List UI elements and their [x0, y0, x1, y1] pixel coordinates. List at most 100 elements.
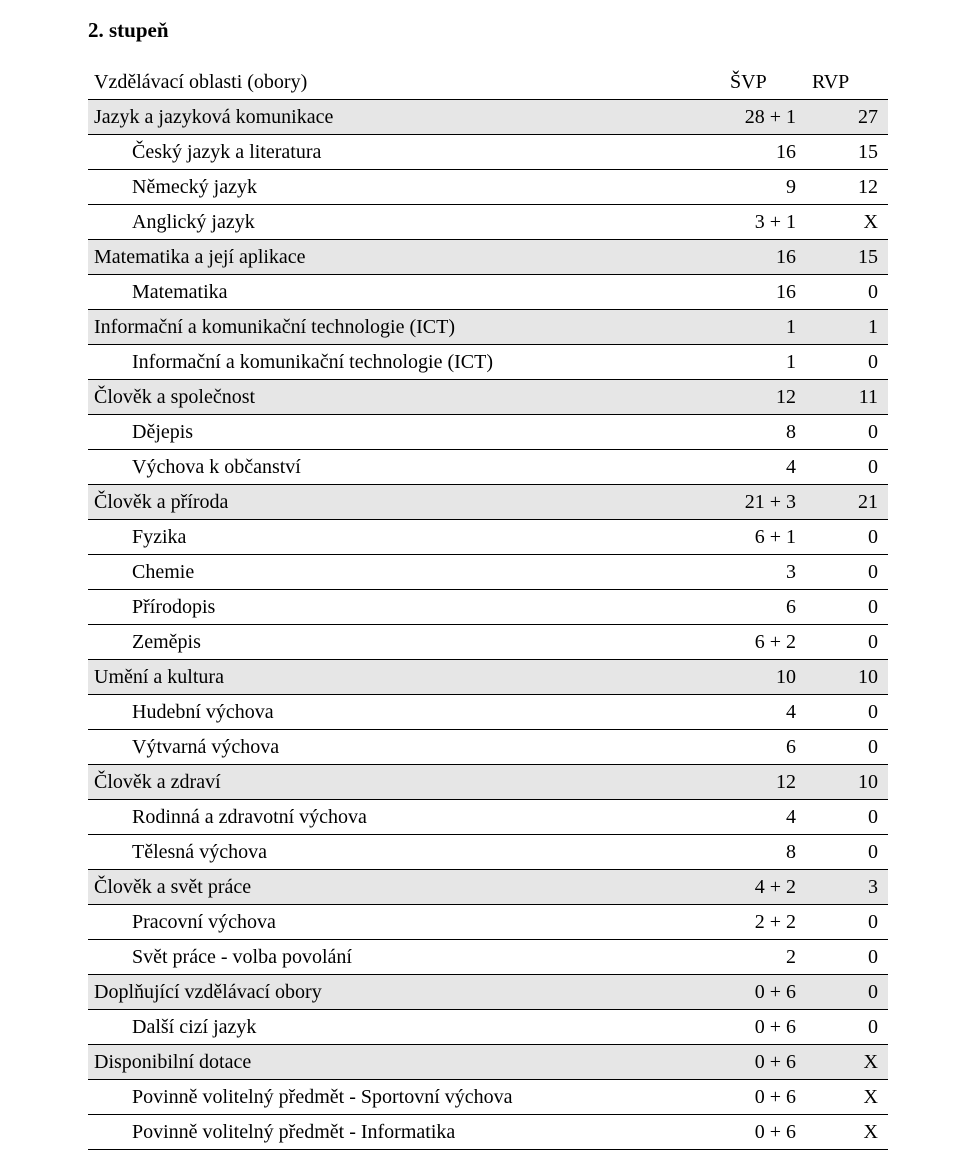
- row-rvp: 0: [806, 275, 888, 310]
- row-rvp: X: [806, 1080, 888, 1115]
- row-rvp: X: [806, 205, 888, 240]
- header-label: Vzdělávací oblasti (obory): [88, 65, 724, 100]
- table-row: Fyzika6 + 10: [88, 520, 888, 555]
- row-rvp: 0: [806, 800, 888, 835]
- row-label: Rodinná a zdravotní výchova: [88, 800, 724, 835]
- curriculum-table: Vzdělávací oblasti (obory) ŠVP RVP Jazyk…: [88, 65, 888, 1150]
- row-label: Umění a kultura: [88, 660, 724, 695]
- row-rvp: 0: [806, 940, 888, 975]
- row-svp: 2 + 2: [724, 905, 806, 940]
- row-label: Tělesná výchova: [88, 835, 724, 870]
- header-rvp: RVP: [806, 65, 888, 100]
- table-row: Český jazyk a literatura1615: [88, 135, 888, 170]
- table-row: Dějepis80: [88, 415, 888, 450]
- row-label: Jazyk a jazyková komunikace: [88, 100, 724, 135]
- row-svp: 4: [724, 800, 806, 835]
- row-svp: 4 + 2: [724, 870, 806, 905]
- row-rvp: 10: [806, 765, 888, 800]
- row-label: Dějepis: [88, 415, 724, 450]
- row-label: Pracovní výchova: [88, 905, 724, 940]
- row-label: Povinně volitelný předmět - Sportovní vý…: [88, 1080, 724, 1115]
- row-label: Výtvarná výchova: [88, 730, 724, 765]
- row-rvp: 0: [806, 1010, 888, 1045]
- row-label: Další cizí jazyk: [88, 1010, 724, 1045]
- row-rvp: 0: [806, 975, 888, 1010]
- table-row: Člověk a společnost1211: [88, 380, 888, 415]
- table-row: Tělesná výchova80: [88, 835, 888, 870]
- row-rvp: 10: [806, 660, 888, 695]
- row-svp: 8: [724, 835, 806, 870]
- row-svp: 16: [724, 275, 806, 310]
- row-svp: 6: [724, 590, 806, 625]
- table-row: Povinně volitelný předmět - Sportovní vý…: [88, 1080, 888, 1115]
- table-row: Doplňující vzdělávací obory0 + 60: [88, 975, 888, 1010]
- row-svp: 4: [724, 695, 806, 730]
- row-label: Matematika: [88, 275, 724, 310]
- table-row: Zeměpis6 + 20: [88, 625, 888, 660]
- row-label: Člověk a příroda: [88, 485, 724, 520]
- row-rvp: 3: [806, 870, 888, 905]
- row-label: Výchova k občanství: [88, 450, 724, 485]
- row-rvp: 11: [806, 380, 888, 415]
- table-row: Disponibilní dotace0 + 6X: [88, 1045, 888, 1080]
- table-row: Jazyk a jazyková komunikace28 + 127: [88, 100, 888, 135]
- row-rvp: 0: [806, 450, 888, 485]
- row-rvp: 0: [806, 695, 888, 730]
- row-svp: 16: [724, 135, 806, 170]
- table-row: Výchova k občanství40: [88, 450, 888, 485]
- page: 2. stupeň Vzdělávací oblasti (obory) ŠVP…: [0, 0, 960, 1174]
- table-row: Výtvarná výchova60: [88, 730, 888, 765]
- row-label: Povinně volitelný předmět - Informatika: [88, 1115, 724, 1150]
- row-label: Informační a komunikační technologie (IC…: [88, 345, 724, 380]
- row-rvp: 15: [806, 135, 888, 170]
- row-rvp: 15: [806, 240, 888, 275]
- row-label: Hudební výchova: [88, 695, 724, 730]
- row-rvp: 1: [806, 310, 888, 345]
- row-label: Doplňující vzdělávací obory: [88, 975, 724, 1010]
- row-svp: 2: [724, 940, 806, 975]
- row-svp: 0 + 6: [724, 1115, 806, 1150]
- row-label: Český jazyk a literatura: [88, 135, 724, 170]
- table-row: Matematika160: [88, 275, 888, 310]
- table-row: Chemie30: [88, 555, 888, 590]
- row-label: Fyzika: [88, 520, 724, 555]
- row-svp: 6: [724, 730, 806, 765]
- table-row: Člověk a zdraví1210: [88, 765, 888, 800]
- row-label: Člověk a zdraví: [88, 765, 724, 800]
- row-rvp: 0: [806, 590, 888, 625]
- table-row: Informační a komunikační technologie (IC…: [88, 345, 888, 380]
- row-rvp: X: [806, 1045, 888, 1080]
- row-svp: 0 + 6: [724, 1010, 806, 1045]
- row-svp: 3: [724, 555, 806, 590]
- row-svp: 0 + 6: [724, 1080, 806, 1115]
- row-rvp: 0: [806, 415, 888, 450]
- table-row: Rodinná a zdravotní výchova40: [88, 800, 888, 835]
- row-label: Přírodopis: [88, 590, 724, 625]
- table-row: Přírodopis60: [88, 590, 888, 625]
- row-rvp: 27: [806, 100, 888, 135]
- row-svp: 10: [724, 660, 806, 695]
- table-row: Svět práce - volba povolání20: [88, 940, 888, 975]
- row-label: Chemie: [88, 555, 724, 590]
- table-row: Hudební výchova40: [88, 695, 888, 730]
- row-svp: 8: [724, 415, 806, 450]
- row-label: Člověk a společnost: [88, 380, 724, 415]
- header-svp: ŠVP: [724, 65, 806, 100]
- row-svp: 0 + 6: [724, 1045, 806, 1080]
- row-rvp: 0: [806, 520, 888, 555]
- row-label: Člověk a svět práce: [88, 870, 724, 905]
- section-title: 2. stupeň: [88, 18, 888, 43]
- row-svp: 6 + 1: [724, 520, 806, 555]
- row-rvp: 0: [806, 835, 888, 870]
- row-label: Matematika a její aplikace: [88, 240, 724, 275]
- row-svp: 12: [724, 765, 806, 800]
- row-label: Německý jazyk: [88, 170, 724, 205]
- table-row: Informační a komunikační technologie (IC…: [88, 310, 888, 345]
- table-row: Další cizí jazyk0 + 60: [88, 1010, 888, 1045]
- row-svp: 4: [724, 450, 806, 485]
- row-label: Svět práce - volba povolání: [88, 940, 724, 975]
- table-row: Pracovní výchova2 + 20: [88, 905, 888, 940]
- row-svp: 16: [724, 240, 806, 275]
- row-svp: 9: [724, 170, 806, 205]
- table-row: Anglický jazyk3 + 1X: [88, 205, 888, 240]
